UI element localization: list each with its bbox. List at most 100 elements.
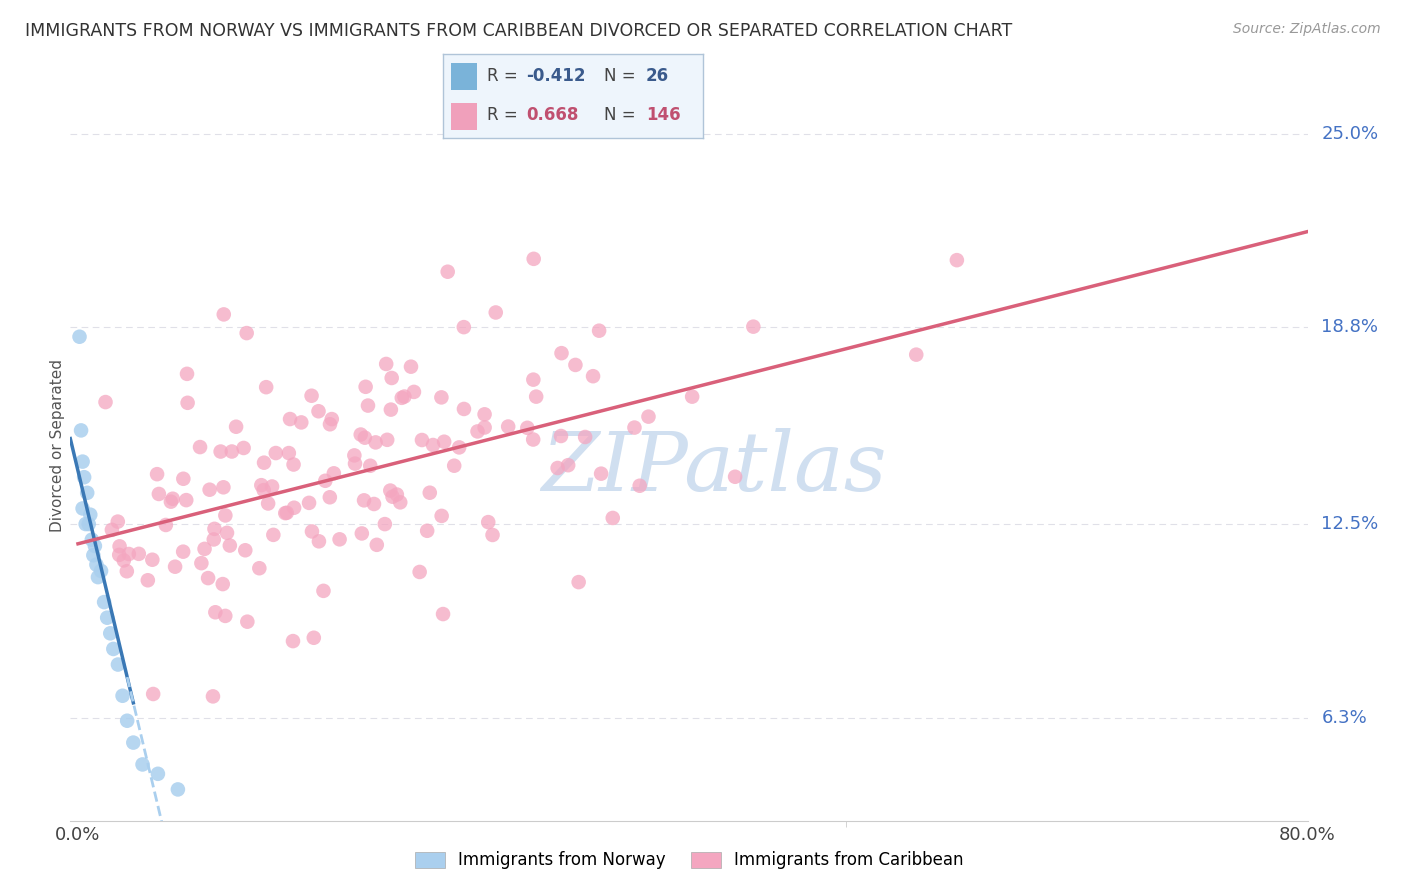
Point	[233, 543, 256, 558]
Point	[343, 449, 366, 463]
Point	[250, 478, 273, 492]
Point	[375, 357, 398, 371]
Point	[522, 433, 544, 447]
Point	[122, 735, 145, 749]
Point	[176, 367, 198, 381]
Point	[381, 371, 404, 385]
Point	[72, 455, 94, 469]
Point	[212, 480, 235, 494]
Point	[568, 575, 591, 590]
Text: 18.8%: 18.8%	[1322, 318, 1378, 336]
Point	[430, 390, 453, 404]
Point	[402, 384, 425, 399]
Point	[353, 431, 375, 445]
Point	[73, 470, 96, 484]
Point	[449, 441, 471, 455]
Point	[946, 253, 969, 268]
Point	[453, 401, 475, 416]
Point	[107, 657, 129, 672]
Point	[381, 490, 404, 504]
Point	[433, 434, 456, 449]
Point	[136, 574, 159, 588]
Point	[557, 458, 579, 473]
Point	[214, 608, 236, 623]
Point	[87, 570, 110, 584]
Point	[190, 556, 212, 570]
Point	[235, 326, 257, 340]
Point	[443, 458, 465, 473]
Point	[588, 324, 610, 338]
Point	[75, 517, 97, 532]
Point	[264, 446, 287, 460]
Point	[253, 483, 276, 497]
Point	[422, 438, 444, 452]
Point	[236, 615, 259, 629]
Point	[380, 483, 402, 498]
Point	[283, 458, 305, 472]
Point	[146, 767, 169, 781]
Point	[681, 390, 703, 404]
Point	[148, 487, 170, 501]
Point	[399, 359, 422, 374]
Point	[357, 399, 380, 413]
Point	[103, 642, 125, 657]
Point	[366, 538, 388, 552]
Point	[364, 435, 387, 450]
Point	[290, 416, 312, 430]
Point	[70, 424, 93, 438]
Point	[257, 496, 280, 510]
Point	[391, 391, 413, 405]
Point	[319, 417, 342, 432]
Point	[201, 690, 224, 704]
Point	[467, 425, 489, 439]
Point	[430, 508, 453, 523]
Point	[162, 491, 184, 506]
Point	[308, 534, 330, 549]
Point	[380, 402, 402, 417]
Text: 146: 146	[645, 106, 681, 124]
Point	[547, 461, 569, 475]
Text: 6.3%: 6.3%	[1322, 708, 1367, 727]
Point	[101, 523, 124, 537]
Point	[253, 456, 276, 470]
Point	[174, 493, 197, 508]
Point	[198, 483, 221, 497]
Point	[202, 533, 225, 547]
Point	[301, 389, 323, 403]
Point	[93, 595, 115, 609]
Point	[481, 528, 503, 542]
Point	[204, 522, 226, 536]
Point	[322, 467, 344, 481]
Point	[742, 319, 765, 334]
Text: -0.412: -0.412	[526, 68, 586, 86]
Text: R =: R =	[486, 68, 517, 86]
Point	[80, 533, 103, 547]
Point	[232, 441, 254, 455]
Point	[209, 444, 232, 458]
Point	[128, 547, 150, 561]
Point	[141, 553, 163, 567]
Point	[212, 307, 235, 321]
Point	[82, 548, 104, 563]
Text: R =: R =	[486, 106, 517, 124]
Point	[112, 553, 135, 567]
Point	[211, 577, 233, 591]
Point	[453, 320, 475, 334]
Point	[485, 305, 508, 319]
Point	[94, 395, 117, 409]
Point	[432, 607, 454, 621]
Point	[142, 687, 165, 701]
Point	[278, 412, 301, 426]
Point	[623, 420, 645, 434]
Point	[107, 515, 129, 529]
Legend: Immigrants from Norway, Immigrants from Caribbean: Immigrants from Norway, Immigrants from …	[408, 845, 970, 876]
Point	[591, 467, 613, 481]
Point	[77, 517, 100, 532]
Point	[302, 631, 325, 645]
Point	[86, 558, 108, 572]
Point	[155, 518, 177, 533]
Point	[416, 524, 439, 538]
Text: Source: ZipAtlas.com: Source: ZipAtlas.com	[1233, 22, 1381, 37]
Point	[522, 373, 544, 387]
Point	[319, 490, 342, 504]
